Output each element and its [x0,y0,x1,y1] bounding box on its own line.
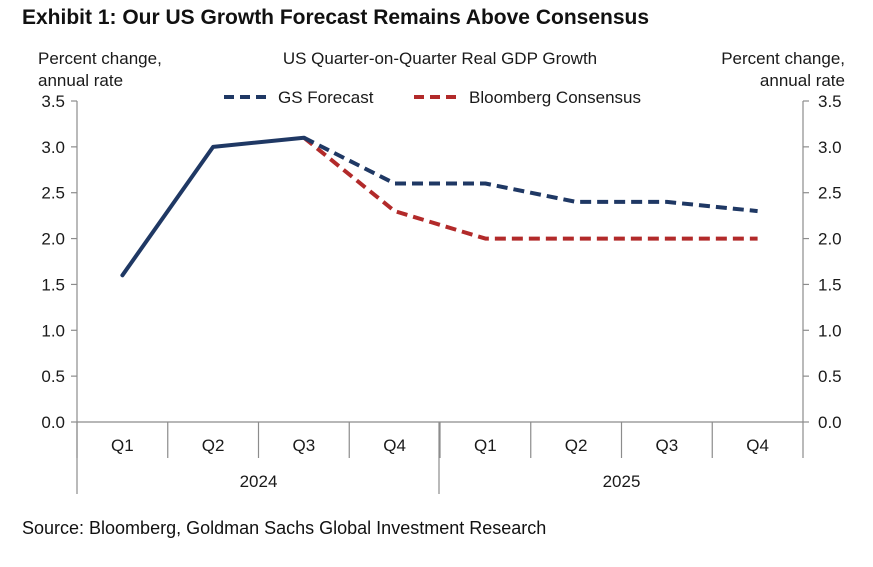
right-tick-label: 1.0 [818,321,842,340]
category-label: Q3 [656,436,679,455]
right-y-ticks: 0.0 0.5 1.0 1.5 2.0 2.5 3.0 3.5 [803,92,842,432]
source-note: Source: Bloomberg, Goldman Sachs Global … [22,518,547,538]
left-axis-title-line1: Percent change, [38,49,162,68]
right-tick-label: 3.0 [818,138,842,157]
left-y-ticks: 0.0 0.5 1.0 1.5 2.0 2.5 3.0 3.5 [41,92,77,432]
legend-label-gs-forecast: GS Forecast [278,88,374,107]
exhibit-title: Exhibit 1: Our US Growth Forecast Remain… [22,6,650,29]
category-label: Q4 [746,436,769,455]
right-tick-label: 0.5 [818,367,842,386]
category-label: Q1 [111,436,134,455]
right-axis-title-line2: annual rate [760,71,845,90]
category-label: Q2 [565,436,588,455]
chart-title: US Quarter-on-Quarter Real GDP Growth [283,49,597,68]
category-label: Q4 [383,436,406,455]
series-layer [120,135,758,278]
left-tick-label: 1.0 [41,321,65,340]
right-tick-label: 1.5 [818,275,842,294]
category-label: Q2 [202,436,225,455]
series-line-gs-forecast [302,135,758,214]
right-axis-title-line1: Percent change, [721,49,845,68]
series-line-bloomberg-consensus [302,136,758,241]
left-axis-title-line2: annual rate [38,71,123,90]
right-tick-label: 0.0 [818,413,842,432]
right-tick-label: 2.5 [818,184,842,203]
category-label: Q3 [293,436,316,455]
right-tick-label: 2.0 [818,230,842,249]
legend: GS Forecast Bloomberg Consensus [224,88,641,107]
category-label: Q1 [474,436,497,455]
left-tick-label: 0.0 [41,413,65,432]
left-tick-label: 3.0 [41,138,65,157]
left-tick-label: 0.5 [41,367,65,386]
legend-label-bloomberg-consensus: Bloomberg Consensus [469,88,641,107]
left-tick-label: 1.5 [41,275,65,294]
right-tick-label: 3.5 [818,92,842,111]
year-label-2024: 2024 [240,472,278,491]
left-tick-label: 2.5 [41,184,65,203]
year-label-2025: 2025 [603,472,641,491]
left-tick-label: 3.5 [41,92,65,111]
category-axis: Q1 Q2 Q3 Q4 Q1 Q2 Q3 Q4 2024 2025 [76,422,804,491]
left-tick-label: 2.0 [41,230,65,249]
series-line-actual [120,135,306,278]
